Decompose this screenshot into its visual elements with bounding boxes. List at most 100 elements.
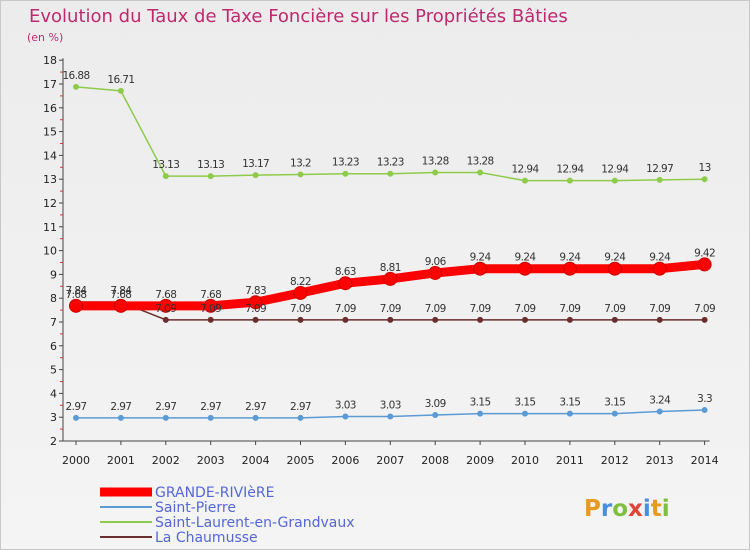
data-label: 2.97 xyxy=(290,401,311,413)
data-point xyxy=(158,298,173,313)
data-label: 9.24 xyxy=(470,252,492,264)
y-tick-label: 12 xyxy=(43,197,57,210)
data-label: 7.84 xyxy=(110,285,132,297)
data-point xyxy=(432,316,439,323)
data-point xyxy=(697,257,712,272)
data-point xyxy=(428,265,443,280)
logo-letter: t xyxy=(651,496,662,522)
data-label: 3.09 xyxy=(425,398,446,410)
data-point xyxy=(656,408,663,415)
x-tick-label: 2005 xyxy=(287,454,315,467)
data-point xyxy=(342,316,349,323)
data-point xyxy=(611,177,618,184)
data-point xyxy=(656,176,663,183)
data-point xyxy=(383,271,398,286)
data-point xyxy=(207,173,214,180)
data-label: 8.63 xyxy=(335,266,356,278)
legend-label: GRANDE-RIVIèRE xyxy=(155,485,275,501)
data-label: 13.2 xyxy=(290,157,311,169)
data-label: 12.97 xyxy=(646,163,673,175)
data-label: 13.17 xyxy=(242,158,269,170)
data-point xyxy=(297,171,304,178)
data-label: 7.09 xyxy=(694,303,715,315)
x-tick-label: 2000 xyxy=(62,454,90,467)
y-tick-label: 4 xyxy=(50,387,57,400)
data-label: 7.09 xyxy=(380,303,401,315)
y-tick-label: 11 xyxy=(43,221,57,234)
data-label: 3.24 xyxy=(649,394,671,406)
data-point xyxy=(522,316,528,323)
data-label: 7.09 xyxy=(290,303,311,315)
data-label: 7.09 xyxy=(559,303,580,315)
data-label: 16.88 xyxy=(62,70,89,82)
data-point xyxy=(387,413,394,420)
data-label: 7.68 xyxy=(200,289,221,301)
proxiti-logo: Proxiti xyxy=(584,496,670,522)
y-tick-label: 3 xyxy=(50,411,57,424)
data-point xyxy=(248,295,263,310)
x-tick-label: 2002 xyxy=(152,454,180,467)
x-tick-label: 2009 xyxy=(466,454,494,467)
data-point xyxy=(701,176,708,183)
x-tick-label: 2007 xyxy=(376,454,404,467)
data-point xyxy=(69,298,83,313)
data-label: 13.23 xyxy=(377,157,404,169)
logo-letter: i xyxy=(643,496,651,522)
data-label: 7.83 xyxy=(245,285,266,297)
data-point xyxy=(701,316,708,323)
data-label: 3.15 xyxy=(470,397,491,409)
x-tick-label: 2013 xyxy=(646,454,674,467)
data-point xyxy=(73,414,79,421)
data-label: 2.97 xyxy=(110,401,131,413)
data-point xyxy=(293,285,308,300)
data-point xyxy=(611,316,618,323)
x-tick-label: 2003 xyxy=(197,454,225,467)
x-tick-label: 2001 xyxy=(107,454,135,467)
data-point xyxy=(477,316,484,323)
y-tick-label: 15 xyxy=(43,126,57,139)
data-label: 3.03 xyxy=(335,399,356,411)
logo-letter: x xyxy=(628,496,643,522)
data-label: 7.09 xyxy=(604,303,625,315)
x-tick-label: 2011 xyxy=(556,454,584,467)
data-point xyxy=(387,316,394,323)
y-tick-label: 18 xyxy=(43,54,57,67)
data-label: 13.13 xyxy=(152,159,179,171)
data-point xyxy=(338,276,353,291)
data-label: 3.15 xyxy=(515,397,536,409)
data-point xyxy=(701,407,708,414)
x-tick-label: 2004 xyxy=(242,454,270,467)
data-point xyxy=(252,414,259,421)
x-tick-label: 2006 xyxy=(331,454,359,467)
y-axis-unit: (en %) xyxy=(27,31,64,44)
data-label: 16.71 xyxy=(107,74,134,86)
data-point xyxy=(117,87,124,94)
data-label: 13.23 xyxy=(332,157,359,169)
data-label: 3.15 xyxy=(559,397,580,409)
data-point xyxy=(656,316,663,323)
data-point xyxy=(473,261,488,276)
data-label: 7.09 xyxy=(335,303,356,315)
y-tick-label: 6 xyxy=(50,340,57,353)
data-label: 13.28 xyxy=(467,156,494,168)
data-label: 2.97 xyxy=(66,401,87,413)
data-point xyxy=(477,169,484,176)
y-tick-label: 17 xyxy=(43,78,57,91)
chart-title: Evolution du Taux de Taxe Foncière sur l… xyxy=(29,6,568,27)
y-tick-label: 16 xyxy=(43,102,57,115)
data-point xyxy=(297,414,304,421)
y-tick-label: 5 xyxy=(50,364,57,377)
data-point xyxy=(566,410,573,417)
data-label: 7.09 xyxy=(200,303,221,315)
data-label: 13.28 xyxy=(422,156,449,168)
data-label: 7.84 xyxy=(66,285,88,297)
data-point xyxy=(207,316,214,323)
x-tick-label: 2014 xyxy=(691,454,719,467)
data-label: 7.09 xyxy=(649,303,670,315)
data-point xyxy=(566,316,573,323)
data-point xyxy=(566,177,573,184)
data-label: 9.06 xyxy=(425,256,447,268)
data-point xyxy=(342,413,349,420)
data-label: 13.13 xyxy=(197,159,224,171)
data-point xyxy=(518,261,532,276)
